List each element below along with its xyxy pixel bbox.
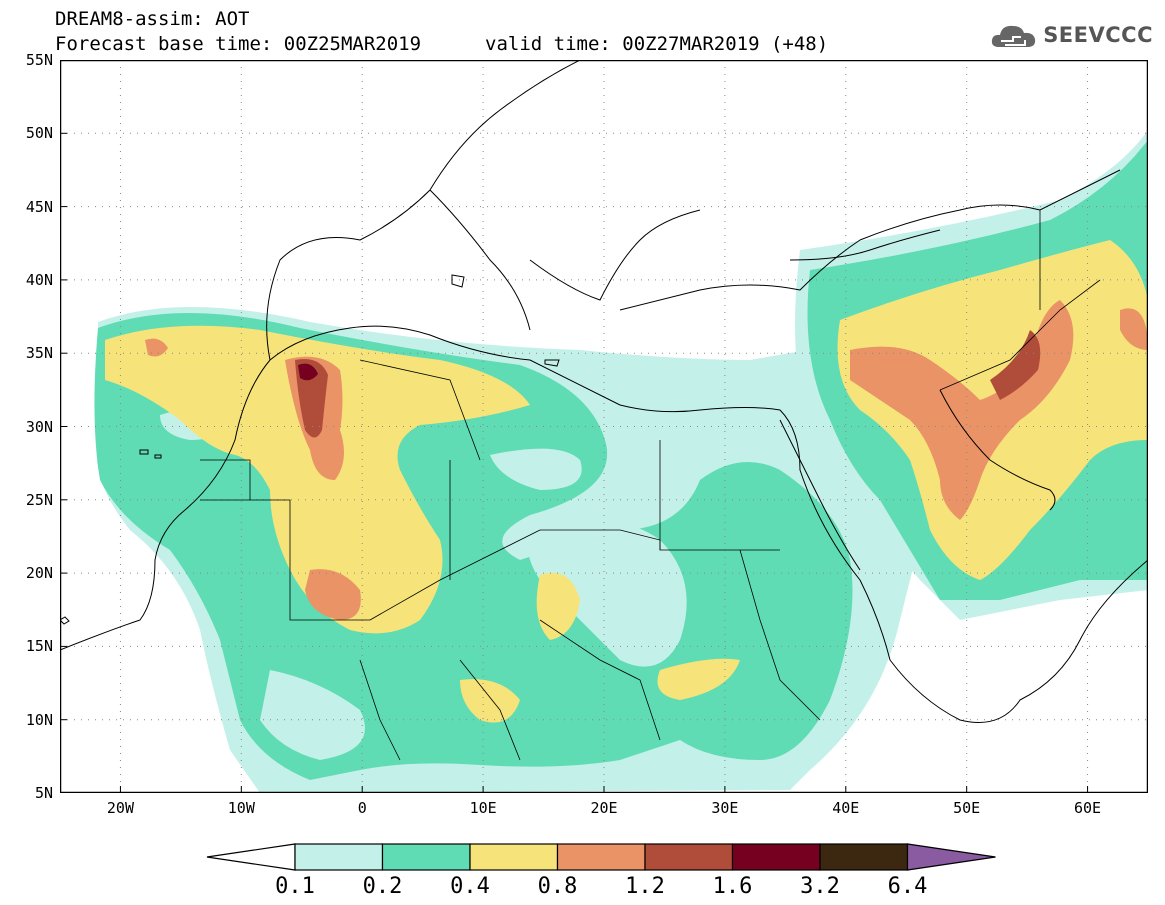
- lon-label: 0: [357, 799, 367, 817]
- cloud-icon: [992, 25, 1036, 47]
- lat-label: 20N: [25, 564, 53, 583]
- colorbar-level-label: 1.6: [712, 874, 753, 899]
- colorbar-level-label: 3.2: [800, 874, 840, 899]
- lon-label: 20W: [106, 799, 134, 817]
- aot-band-1.6: [298, 363, 318, 381]
- lon-label: 50E: [953, 799, 981, 817]
- lat-label: 15N: [25, 637, 53, 656]
- lon-label: 30E: [711, 799, 739, 817]
- seevccc-logo: SEEVCCC: [989, 20, 1153, 50]
- colorbar-level-label: 0.1: [275, 874, 315, 899]
- colorbar-bin: [556, 843, 646, 871]
- lat-label: 10N: [25, 710, 53, 729]
- colorbar-level-label: 0.2: [362, 874, 403, 899]
- lat-label: 50N: [25, 124, 53, 143]
- colorbar-under-triangle: [206, 843, 296, 871]
- coastlines: [60, 60, 1148, 723]
- colorbar-over-triangle: [906, 843, 996, 871]
- colorbar-bin: [294, 843, 384, 871]
- islands: [60, 274, 560, 625]
- lat-label: 25N: [25, 490, 53, 509]
- colorbar-bin: [644, 843, 734, 871]
- forecast-base-time: Forecast base time: 00Z25MAR2019: [55, 33, 422, 55]
- lat-label: 5N: [34, 784, 53, 802]
- lat-label: 30N: [25, 417, 53, 436]
- lon-label: 60E: [1074, 799, 1102, 817]
- forecast-time-line: Forecast base time: 00Z25MAR2019 valid ti…: [55, 33, 828, 55]
- lat-label: 45N: [25, 197, 53, 216]
- map-title: DREAM8-assim: AOT: [55, 8, 250, 30]
- colorbar-bin: [819, 843, 909, 871]
- lon-label: 10E: [469, 799, 497, 817]
- lat-label: 55N: [25, 51, 53, 69]
- colorbar-bin: [469, 843, 559, 871]
- colorbar-level-label: 6.4: [887, 874, 928, 899]
- aot-map: [60, 60, 1148, 793]
- colorbar-level-label: 0.4: [450, 874, 490, 899]
- country-borders: [200, 210, 1101, 761]
- valid-time: valid time: 00Z27MAR2019 (+48): [485, 33, 829, 55]
- axis-ticks: [60, 60, 1089, 793]
- lat-label: 35N: [25, 344, 53, 363]
- logo-text: SEEVCCC: [1043, 23, 1153, 47]
- map-panel: [60, 60, 1148, 793]
- lat-label: 40N: [25, 270, 53, 289]
- colorbar: [206, 843, 996, 871]
- lon-label: 20E: [590, 799, 618, 817]
- lon-label: 40E: [832, 799, 860, 817]
- colorbar-bin: [381, 843, 471, 871]
- colorbar-bin: [731, 843, 821, 871]
- colorbar-level-label: 1.2: [625, 874, 665, 899]
- colorbar-level-label: 0.8: [537, 874, 578, 899]
- aot-field: [94, 130, 1148, 793]
- aot-band-0.1-inner: [160, 406, 687, 760]
- lon-label: 10W: [227, 799, 255, 817]
